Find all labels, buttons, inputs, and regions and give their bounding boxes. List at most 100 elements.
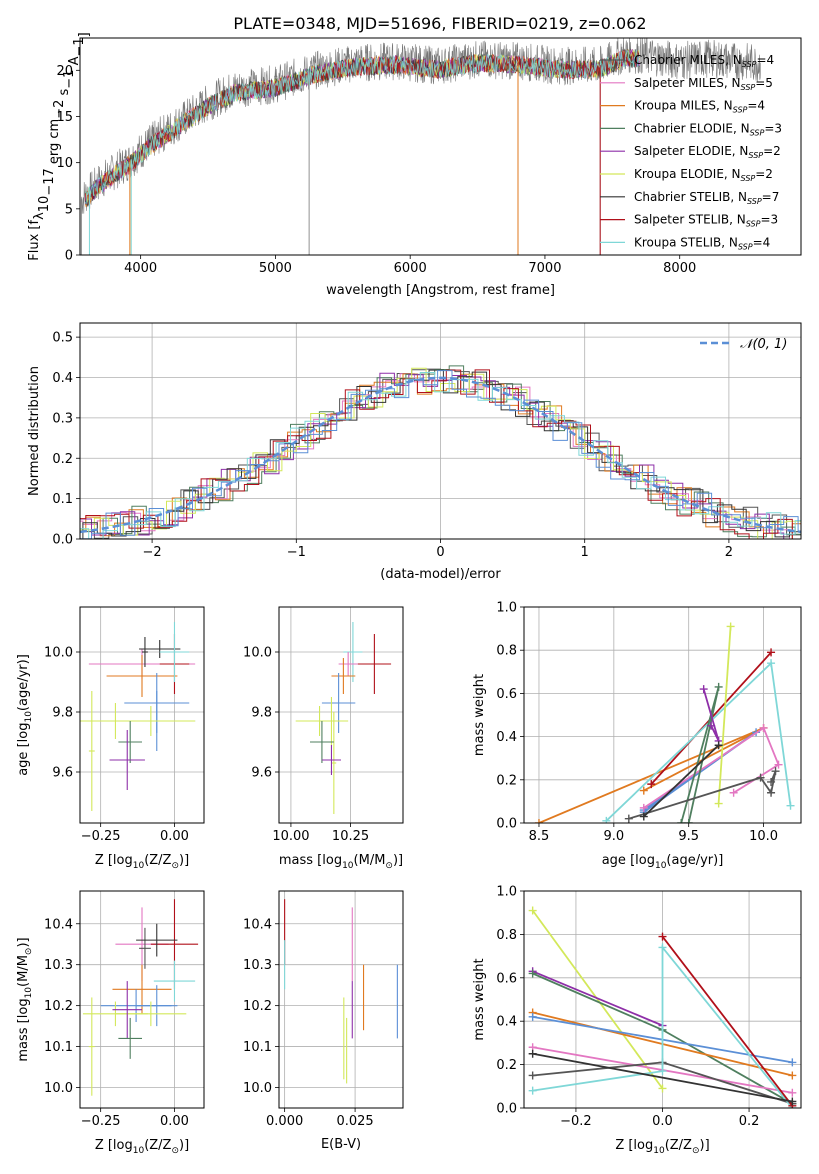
weight-marker <box>774 760 783 769</box>
y-tick-label: 10.4 <box>243 917 272 932</box>
weight-series <box>528 906 667 1093</box>
weight-series <box>699 685 723 745</box>
weight-marker <box>707 721 716 730</box>
y-tick-label: 0.5 <box>52 331 73 346</box>
histogram-series <box>80 369 801 539</box>
label-part: (M/M <box>354 853 386 868</box>
errorbar-point <box>136 923 178 957</box>
spectrum-lines <box>80 38 761 255</box>
age-vs-mass-chart: 10.00 10.25 9.6 9.8 10.0 mass [log10(M/M⊙)] <box>243 606 404 871</box>
plot-frame <box>79 37 802 256</box>
legend-entry: Chabrier STELIB, NSSP=7 <box>634 190 779 206</box>
y-tick-label: 0.1 <box>52 492 73 507</box>
weight-line <box>643 744 720 818</box>
errorbar-point <box>321 745 341 775</box>
label-part: )] <box>16 937 31 947</box>
weight-marker <box>639 786 648 795</box>
x-tick-label: 4000 <box>124 261 157 276</box>
y-tick-label: 0.4 <box>496 730 517 745</box>
y-tick-label: 10 <box>56 156 73 171</box>
x-tick-label: −0.2 <box>560 1114 592 1129</box>
label-part: −1 <box>72 37 87 56</box>
y-axis-label: Normed distribution <box>27 366 42 496</box>
y-tick-label: 10.0 <box>44 1081 73 1096</box>
x-tick-label: 0.025 <box>336 1114 373 1129</box>
y-axis-label: Flux [fλ10−17 erg cm−2 s−1 A−1] <box>27 32 92 260</box>
label-part: 10 <box>653 1146 665 1156</box>
label-part: (Z/Z <box>144 1138 171 1153</box>
errorbar-point <box>118 1017 142 1059</box>
histogram-series <box>80 373 801 539</box>
legend-entry: Kroupa STELIB, NSSP=4 <box>634 235 770 251</box>
weight-marker <box>714 682 723 691</box>
plot-frame <box>278 890 404 1109</box>
errorbar-point <box>310 721 334 763</box>
weight-marker <box>788 1088 797 1097</box>
errorbar-point <box>338 652 358 676</box>
label-part: erg cm <box>47 119 62 168</box>
weight-marker <box>684 819 693 823</box>
x-tick-label: 7000 <box>528 261 561 276</box>
weight-lines <box>534 622 795 823</box>
weight-marker <box>639 812 648 821</box>
weight-marker <box>528 1012 537 1021</box>
y-tick-label: 10.0 <box>243 1081 272 1096</box>
y-tick-label: 10.0 <box>44 646 73 661</box>
weight-marker <box>658 1067 667 1076</box>
weight-marker <box>602 816 611 823</box>
weight-series <box>639 741 723 821</box>
x-tick-label: 0.00 <box>160 829 189 844</box>
weight-marker <box>714 799 723 808</box>
y-tick-label: 0.8 <box>496 928 517 943</box>
y-tick-label: 0.6 <box>496 971 517 986</box>
weight-series <box>528 1049 797 1106</box>
label-part: 10 <box>37 196 52 213</box>
weight-marker <box>767 648 776 657</box>
x-tick-label: −0.25 <box>81 1114 121 1129</box>
label-part: (Z/Z <box>665 1138 692 1153</box>
plot-frame <box>79 890 205 1109</box>
label-part: Flux [f <box>27 220 42 261</box>
x-axis-label: Z [log10(Z/Z⊙)] <box>95 1138 189 1156</box>
weight-marker <box>528 906 537 915</box>
label-part: )] <box>700 1138 710 1153</box>
weight-marker <box>756 773 765 782</box>
weight-marker <box>658 932 667 941</box>
errorbar-point <box>159 622 190 682</box>
weight-marker <box>726 622 735 631</box>
label-part: ⊙ <box>171 861 179 871</box>
x-axis-label: Z [log10(Z/Z⊙)] <box>615 1138 709 1156</box>
x-axis-label: Z [log10(Z/Z⊙)] <box>95 853 189 871</box>
y-tick-label: 10.3 <box>243 958 272 973</box>
x-tick-label: 2 <box>725 545 733 560</box>
y-tick-label: 15 <box>56 110 73 125</box>
residual-histogram: −2 −1 0 1 2 0.0 0.1 0.2 0.3 0.4 0.5 (data-model)/er… <box>27 322 802 582</box>
x-tick-label: 6000 <box>394 261 427 276</box>
errorbar-point <box>112 981 142 1039</box>
weight-marker <box>639 803 648 812</box>
weight-line <box>717 626 732 804</box>
label-part: 10 <box>342 861 354 871</box>
hist-steps <box>80 365 801 539</box>
weight-marker <box>767 777 776 786</box>
weight-marker <box>528 1049 537 1058</box>
x-tick-label: 0.00 <box>160 1114 189 1129</box>
label-part: ] <box>77 32 92 37</box>
x-tick-label: 0.0 <box>652 1114 673 1129</box>
label-part: s <box>57 88 72 99</box>
label-part: (age/yr)] <box>666 853 723 868</box>
label-part: )] <box>179 1138 189 1153</box>
weight-marker <box>767 788 776 797</box>
weight-marker <box>771 767 780 776</box>
weight-series <box>602 659 795 823</box>
weight-vs-age-chart: 8.5 9.0 9.5 10.0 0.0 0.2 0.4 0.6 0.8 1.0 age [log1… <box>472 601 802 871</box>
legend-entry: Chabrier MILES, NSSP=4 <box>634 53 774 69</box>
legend-entry: 𝒩(0, 1) <box>740 337 787 352</box>
y-tick-label: 10.1 <box>243 1040 272 1055</box>
label-part: ⊙ <box>385 861 393 871</box>
errorbar-point <box>142 637 148 667</box>
errorbar-point <box>321 673 356 733</box>
y-tick-label: 0.2 <box>496 773 517 788</box>
